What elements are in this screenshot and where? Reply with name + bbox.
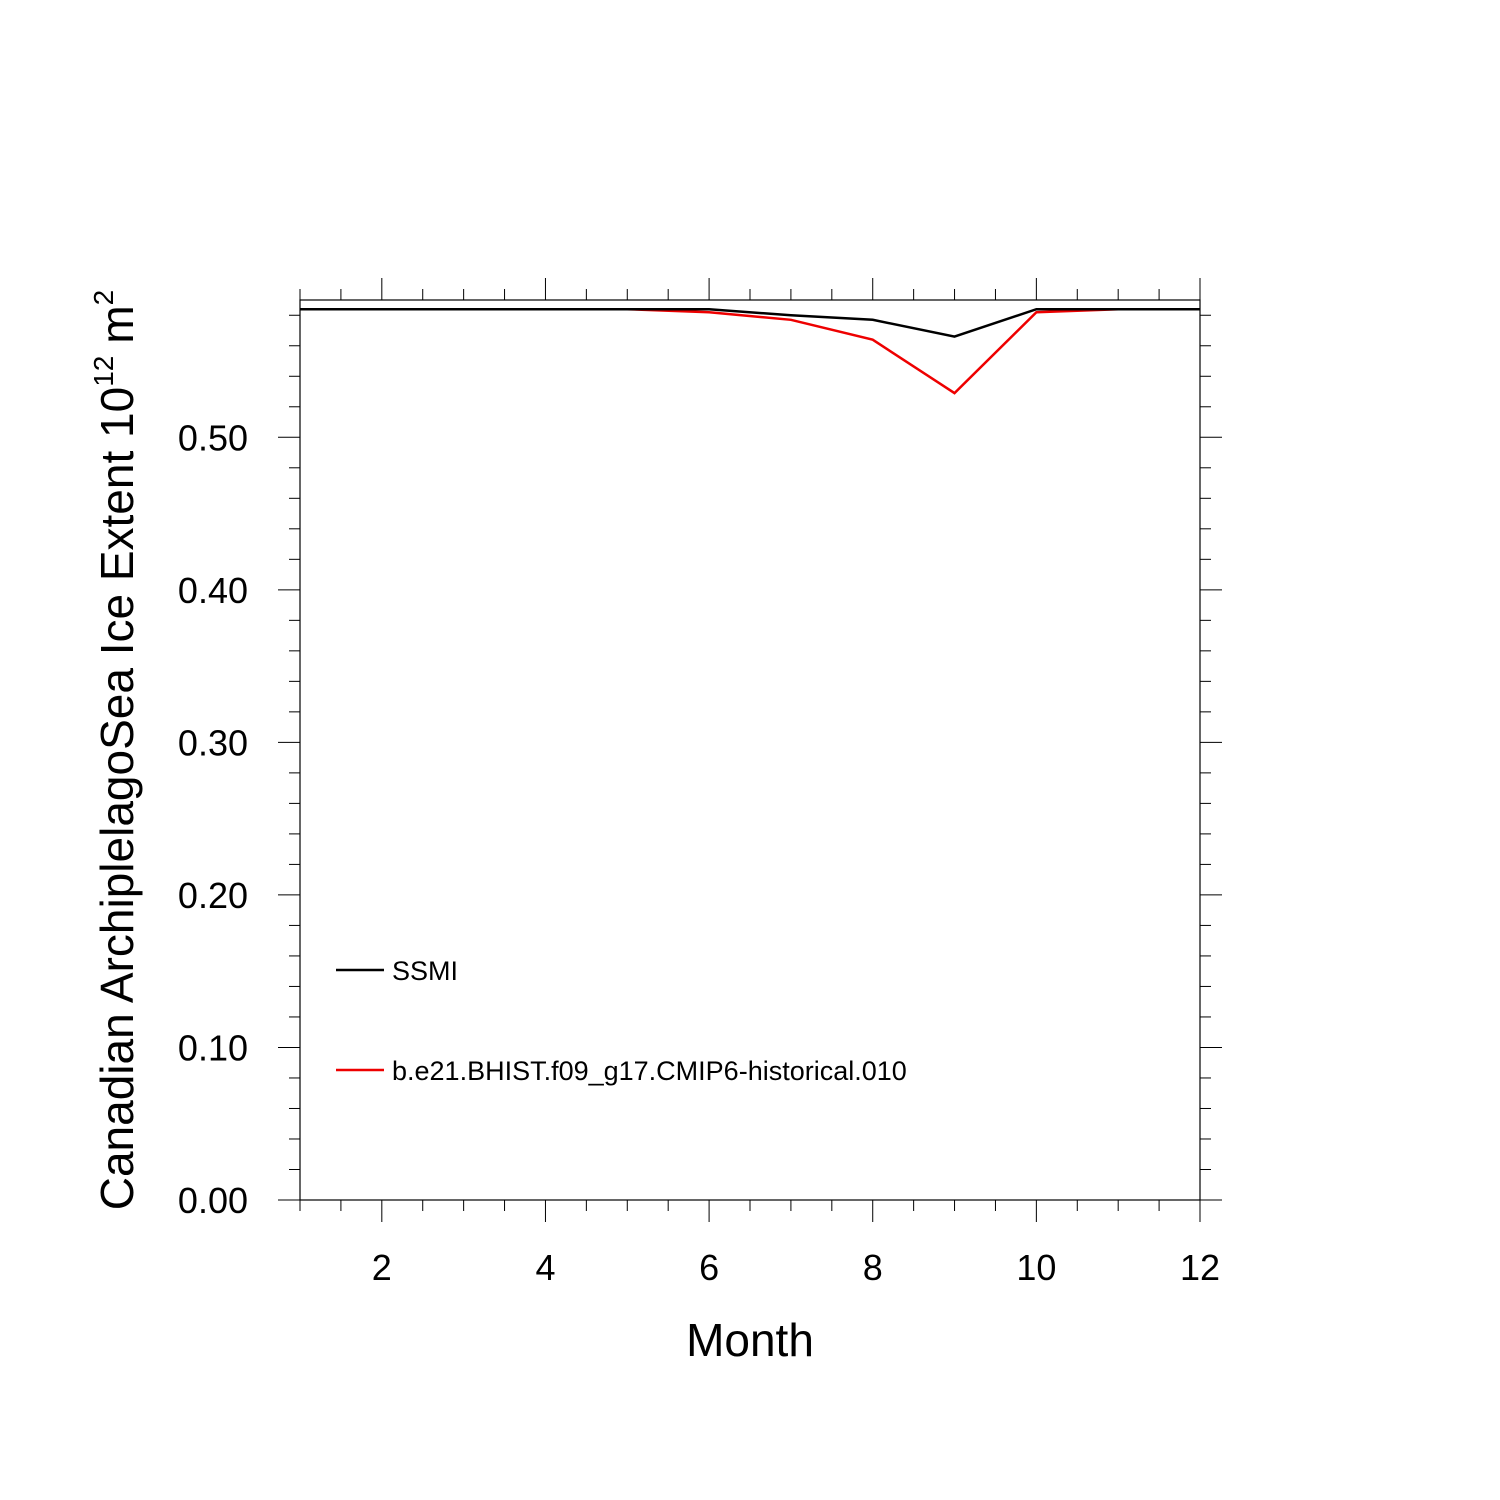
y-axis-title-unit: m	[91, 305, 143, 343]
y-axis-ticks	[278, 314, 1222, 1201]
y-tick-label: 0.20	[178, 875, 248, 916]
y-axis-title-unit-exponent: 2	[88, 290, 119, 306]
x-tick-label: 6	[699, 1247, 719, 1288]
x-tick-label: 10	[1016, 1247, 1056, 1288]
y-tick-label: 0.00	[178, 1180, 248, 1221]
y-tick-label: 0.50	[178, 417, 248, 458]
y-tick-label: 0.40	[178, 570, 248, 611]
x-tick-label: 4	[535, 1247, 555, 1288]
series-line-model	[300, 307, 1200, 395]
x-axis-tick-labels: 2 4 6 8 10 12	[372, 1247, 1220, 1288]
legend-label-model: b.e21.BHIST.f09_g17.CMIP6-historical.010	[392, 1056, 907, 1086]
x-axis-ticks	[299, 278, 1201, 1222]
y-tick-label: 0.30	[178, 722, 248, 763]
series-line-ssmi	[300, 307, 1200, 338]
series-lines	[300, 307, 1200, 395]
legend-label-ssmi: SSMI	[392, 956, 458, 986]
y-axis-title: Canadian ArchiplelagoSea Ice Extent 1012…	[88, 290, 143, 1211]
y-tick-label: 0.10	[178, 1027, 248, 1068]
legend: SSMI b.e21.BHIST.f09_g17.CMIP6-historica…	[336, 956, 907, 1086]
x-tick-label: 2	[372, 1247, 392, 1288]
x-tick-label: 8	[863, 1247, 883, 1288]
y-axis-title-exponent: 12	[88, 356, 119, 387]
y-axis-title-main: Canadian ArchiplelagoSea Ice Extent 10	[91, 387, 143, 1210]
x-axis-title: Month	[686, 1314, 814, 1366]
y-axis-tick-labels: 0.00 0.10 0.20 0.30 0.40 0.50	[178, 417, 248, 1221]
x-tick-label: 12	[1180, 1247, 1220, 1288]
